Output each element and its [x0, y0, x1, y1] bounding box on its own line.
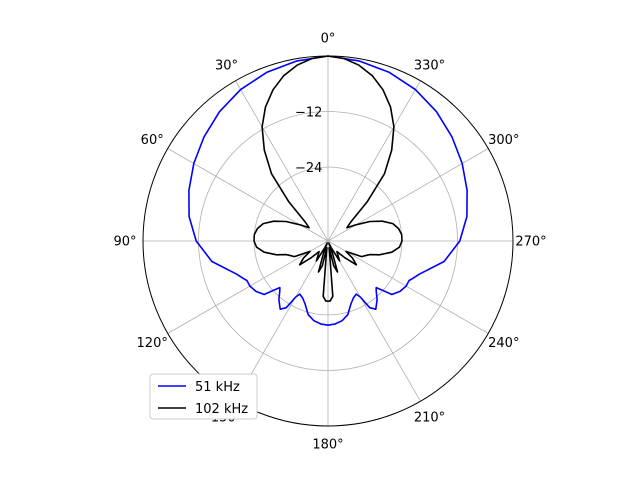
- angle-tick-label: 90°: [113, 235, 136, 250]
- legend-label-102khz: 102 kHz: [195, 402, 248, 417]
- angle-tick-label: 180°: [312, 438, 343, 453]
- angle-tick-label: 120°: [137, 336, 168, 351]
- angle-tick-label: 60°: [141, 133, 164, 148]
- grid-layer: [143, 56, 513, 426]
- radius-tick-label: −12: [295, 106, 322, 121]
- angle-gridline: [167, 240, 329, 334]
- angle-tick-label: 0°: [321, 32, 336, 47]
- angle-tick-label: 330°: [414, 59, 445, 74]
- series-line-51-khz: [188, 55, 468, 326]
- angle-tick-label: 270°: [515, 235, 546, 250]
- angle-tick-label: 300°: [488, 133, 519, 148]
- angle-tick-label: 240°: [488, 336, 519, 351]
- angle-gridline: [235, 80, 329, 242]
- angle-gridline: [327, 240, 489, 334]
- legend: 51 kHz 102 kHz: [149, 373, 258, 420]
- radius-tick-label: −24: [295, 161, 322, 176]
- legend-label-51khz: 51 kHz: [195, 380, 240, 395]
- angle-tick-label: 30°: [215, 59, 238, 74]
- angle-tick-label: 210°: [414, 410, 445, 425]
- label-layer: 0°30°60°90°120°150°180°210°240°270°300°3…: [113, 32, 546, 453]
- series-line-102-khz: [253, 55, 403, 302]
- angle-gridline: [327, 240, 421, 402]
- radius-gridline: [198, 111, 458, 371]
- angle-gridline: [327, 80, 421, 242]
- plot-frame: [142, 55, 514, 427]
- series-layer: [188, 55, 468, 326]
